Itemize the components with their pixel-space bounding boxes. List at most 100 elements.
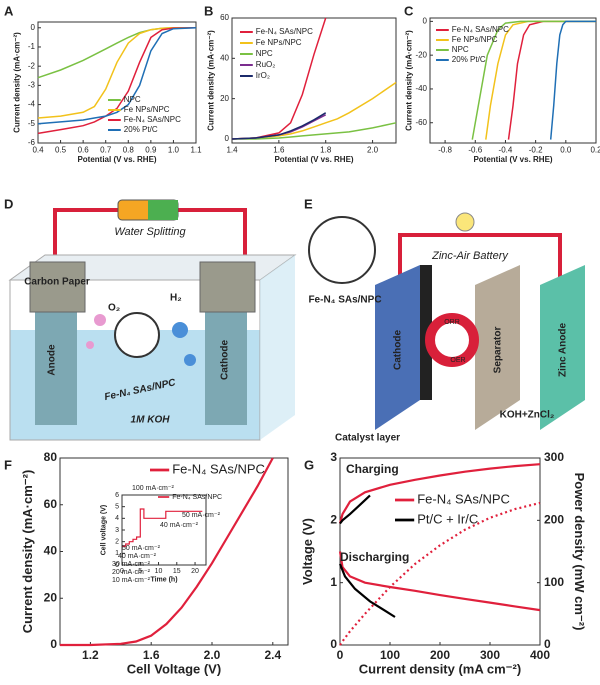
y-axis-label: Voltage (V) <box>300 518 315 585</box>
line-series <box>338 563 396 618</box>
label: Cathode <box>220 340 231 380</box>
line-series <box>338 463 541 524</box>
plot-frame <box>121 494 207 566</box>
label: Catalyst layer <box>335 433 400 444</box>
label: 1M KOH <box>131 415 171 426</box>
y-tick-label: 60 <box>44 497 58 511</box>
catalyst-zoom <box>308 216 376 284</box>
legend-label: Fe-N₄ SAs/NPC <box>172 494 222 501</box>
x-tick-label: 200 <box>430 648 450 662</box>
y-tick-label: 2 <box>115 539 119 546</box>
panel-label: D <box>4 196 13 211</box>
annotation: Charging <box>346 462 399 476</box>
separator <box>475 265 520 430</box>
legend-label: IrO₂ <box>256 71 270 80</box>
line-series <box>37 27 196 119</box>
y-tick-label: 1 <box>115 550 119 557</box>
line-series <box>122 508 203 547</box>
x-tick-label: 0 <box>120 568 124 575</box>
legend-label: NPC <box>124 95 141 104</box>
label: Cathode <box>393 330 404 370</box>
x-tick-label: 0.0 <box>560 145 572 154</box>
x-tick-label: 5 <box>138 568 142 575</box>
label: O₂ <box>108 303 120 314</box>
legend-label: RuO₂ <box>256 60 276 69</box>
y2-tick-label: 300 <box>544 450 564 464</box>
zinc-anode <box>540 265 585 430</box>
y-tick-label: -60 <box>415 118 427 127</box>
label: ORR <box>444 319 460 326</box>
x-tick-label: 0.7 <box>100 145 112 154</box>
label: Carbon Paper <box>24 277 90 288</box>
y-tick-label: 5 <box>115 504 119 511</box>
y-tick-label: -6 <box>28 138 36 147</box>
panel-label: G <box>304 457 314 472</box>
x-tick-label: 0.9 <box>145 145 157 154</box>
y-tick-label: 0 <box>330 637 337 651</box>
x-tick-label: 0.6 <box>78 145 90 154</box>
label: Fe-N₄ SAs/NPC <box>308 295 381 306</box>
carbon-paper <box>199 261 256 313</box>
legend-label: Fe NPs/NPC <box>256 38 302 47</box>
legend-label: Fe NPs/NPC <box>452 35 498 44</box>
y-tick-label: -40 <box>415 84 427 93</box>
x-tick-label: 0.4 <box>32 145 44 154</box>
x-axis-label: Potential (V vs. RHE) <box>77 155 156 164</box>
plot-frame <box>429 17 597 144</box>
legend-label: Fe-N₄ SAs/NPC <box>124 115 181 124</box>
catalyst <box>114 312 160 358</box>
cathode <box>375 265 420 430</box>
y-tick-label: 0 <box>225 134 230 143</box>
bubble <box>86 341 94 349</box>
label: KOH+ZnCl₂ <box>500 410 555 421</box>
y-tick-label: 20 <box>44 590 58 604</box>
x-tick-label: -0.2 <box>529 145 543 154</box>
annotation: Discharging <box>340 550 409 564</box>
line-series <box>339 501 541 646</box>
x-tick-label: 100 <box>380 648 400 662</box>
label: OER <box>450 357 465 364</box>
legend-label: Pt/C + Ir/C <box>417 511 478 526</box>
x-tick-label: 1.6 <box>273 145 285 154</box>
x-tick-label: 300 <box>480 648 500 662</box>
label: Separator <box>493 327 504 374</box>
carbon-paper <box>29 261 86 313</box>
tank-side <box>260 255 295 440</box>
y-tick-label: 0 <box>115 562 119 569</box>
y-tick-label: 0 <box>423 16 428 25</box>
annotation: 10 mA·cm⁻² <box>112 577 151 584</box>
x-tick-label: 2.0 <box>367 145 379 154</box>
panel-label: F <box>4 457 12 472</box>
x-tick-label: -0.4 <box>499 145 513 154</box>
diagram-title: Water Splitting <box>114 226 186 238</box>
x-axis-label: Cell Voltage (V) <box>127 662 221 677</box>
legend-label: 20% Pt/C <box>452 55 486 64</box>
y2-tick-label: 200 <box>544 513 564 527</box>
label: H₂ <box>170 293 182 304</box>
wire <box>398 233 562 290</box>
x-axis-label: Time (h) <box>150 577 177 584</box>
x-tick-label: 0.8 <box>123 145 135 154</box>
y2-axis-label: Power density (mW cm⁻²) <box>572 473 587 631</box>
y-axis-label: Cell voltage (V) <box>101 505 108 556</box>
line-series <box>549 20 596 140</box>
legend-label: Fe-N₄ SAs/NPC <box>172 461 265 476</box>
x-tick-label: 0 <box>337 648 344 662</box>
x-tick-label: 1.2 <box>82 648 99 662</box>
label: Zinc Anode <box>558 323 569 378</box>
bubble <box>172 322 188 338</box>
line-series <box>37 27 197 135</box>
diagram-e: E Zinc-Air Battery Cathode Separator Zin… <box>304 196 585 444</box>
bulb <box>455 212 475 232</box>
line-series <box>339 494 371 525</box>
y2-tick-label: 0 <box>544 637 551 651</box>
x-tick-label: 2.0 <box>204 648 221 662</box>
bubble <box>184 354 196 366</box>
y-tick-label: -1 <box>28 42 36 51</box>
label: Anode <box>47 344 58 376</box>
x-tick-label: 0.2 <box>590 145 600 154</box>
line-series <box>60 457 274 647</box>
y-tick-label: 20 <box>220 94 229 103</box>
plot-frame <box>37 21 197 144</box>
